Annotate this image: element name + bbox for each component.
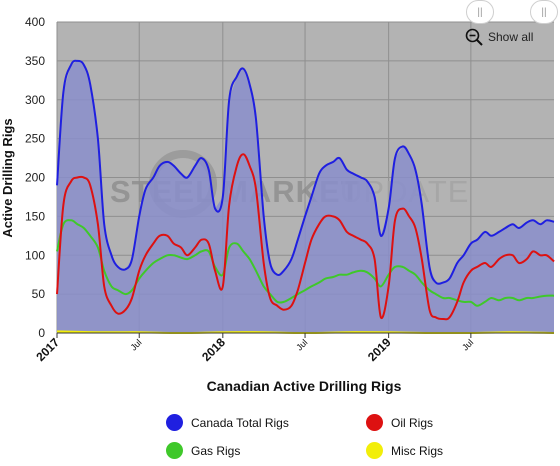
legend-item-canada-total-rigs[interactable]: Canada Total Rigs	[166, 414, 289, 431]
legend-marker	[366, 414, 383, 431]
x-tick-label: Jul	[128, 337, 143, 352]
y-tick-label: 50	[32, 287, 46, 301]
series-areas	[57, 60, 554, 334]
y-tick-label: 400	[25, 15, 45, 29]
legend-marker	[366, 442, 383, 459]
gas-rigs-line	[56, 219, 555, 307]
y-tick-label: 100	[25, 248, 45, 262]
legend-label: Canada Total Rigs	[191, 415, 289, 430]
y-tick-label: 300	[25, 93, 45, 107]
canada-total-rigs-area	[57, 60, 554, 334]
legend: Canada Total Rigs Oil Rigs Gas Rigs Misc…	[0, 410, 560, 461]
y-tick-label: 150	[25, 209, 45, 223]
y-axis-title: Active Drilling Rigs	[0, 118, 15, 237]
y-tick-label: 350	[25, 54, 45, 68]
y-tick-label: 250	[25, 132, 45, 146]
legend-label: Oil Rigs	[391, 415, 434, 430]
legend-marker	[166, 414, 183, 431]
x-axis-title: Canadian Active Drilling Rigs	[207, 378, 402, 394]
range-handle-right[interactable]: ||	[530, 0, 558, 24]
zoom-out-icon	[465, 28, 483, 46]
legend-label: Gas Rigs	[191, 443, 241, 458]
x-tick-label: Jul	[294, 337, 309, 352]
range-scrollbar[interactable]: || ||	[466, 0, 558, 24]
x-tick-label: 2018	[199, 335, 228, 364]
legend-item-gas-rigs[interactable]: Gas Rigs	[166, 442, 240, 459]
legend-marker	[166, 442, 183, 459]
legend-label: Misc Rigs	[391, 443, 444, 458]
legend-item-oil-rigs[interactable]: Oil Rigs	[366, 414, 433, 431]
y-tick-label: 200	[25, 171, 45, 185]
show-all-label: Show all	[488, 30, 534, 44]
range-handle-left[interactable]: ||	[466, 0, 494, 24]
handle-grip-icon: ||	[477, 6, 483, 18]
y-tick-label: 0	[38, 326, 45, 340]
x-tick-label: 2019	[365, 335, 394, 364]
legend-item-misc-rigs[interactable]: Misc Rigs	[366, 442, 443, 459]
show-all-button[interactable]: Show all	[465, 28, 533, 46]
oil-rigs-line	[56, 153, 555, 321]
x-tick-label: Jul	[460, 337, 475, 352]
handle-grip-icon: ||	[541, 6, 547, 18]
canada-total-rigs-line	[56, 59, 555, 285]
